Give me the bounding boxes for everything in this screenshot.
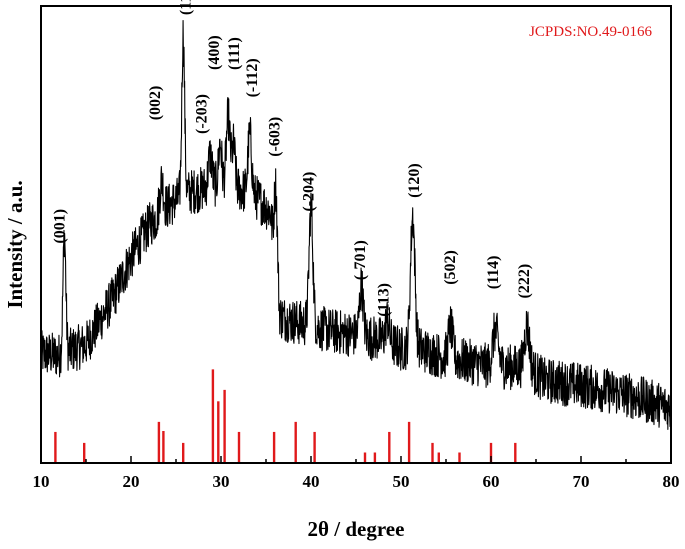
- legend-label: JCPDS:NO.49-0166: [529, 24, 652, 40]
- x-tick-label-2: 30: [213, 472, 230, 491]
- peak-label-6: (-112): [244, 58, 261, 97]
- peak-label-7: (-603): [267, 117, 284, 157]
- peak-label-3: (-203): [194, 94, 211, 134]
- x-tick-label-3: 40: [303, 472, 320, 491]
- peak-label-10: (113): [375, 283, 392, 317]
- y-axis-label: Intensity / a.u.: [3, 180, 27, 308]
- peak-label-8: (-204): [301, 172, 318, 212]
- xrd-trace: [40, 20, 672, 430]
- xrd-series-line: [40, 20, 672, 430]
- peak-label-2: (110): [177, 0, 194, 15]
- x-tick-label-4: 50: [393, 472, 410, 491]
- x-tick-label-0: 10: [33, 472, 50, 491]
- peak-label-1: (002): [147, 86, 164, 121]
- peak-label-14: (222): [516, 264, 533, 299]
- reference-lines: [54, 369, 517, 463]
- x-tick-label-5: 60: [483, 472, 500, 491]
- peak-label-0: (001): [51, 209, 68, 244]
- peak-annotations: (001) (002) (110) (-203) (400)(111)(-112) (-6…: [51, 0, 532, 317]
- x-tick-label-1: 20: [123, 472, 140, 491]
- x-tick-label-7: 80: [663, 472, 680, 491]
- x-axis-label: 2θ / degree: [308, 517, 405, 541]
- x-tick-label-6: 70: [573, 472, 590, 491]
- peak-label-4: (400): [206, 35, 223, 70]
- peak-label-13: (114): [485, 256, 502, 290]
- peak-label-12: (502): [442, 250, 459, 285]
- peak-label-5: (111): [226, 37, 243, 70]
- peak-label-11: (120): [406, 163, 423, 198]
- x-axis-ticks: 10 20 30 40 50 60 70 80: [33, 456, 680, 491]
- peak-label-9: (-701): [352, 240, 369, 280]
